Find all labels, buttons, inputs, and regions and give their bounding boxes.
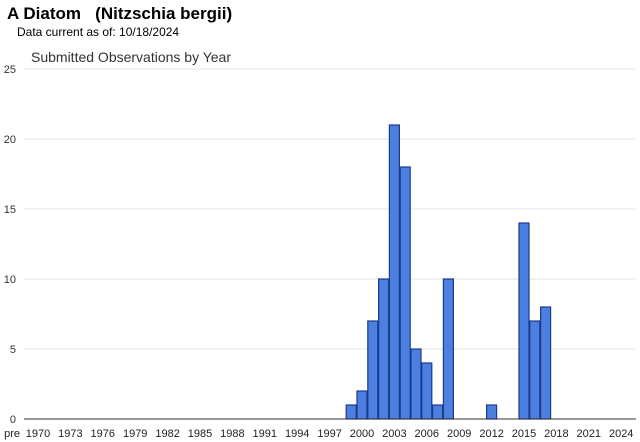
species-title: A Diatom (Nitzschia bergii): [7, 4, 233, 23]
bar-2015: [518, 222, 530, 420]
x-tick-label: 1982: [155, 428, 179, 440]
y-tick-label: 25: [4, 64, 16, 76]
x-tick-label: 2024: [609, 428, 633, 440]
x-tick-label: 1970: [26, 428, 50, 440]
x-tick-label: 1988: [220, 428, 244, 440]
x-tick-label: 1976: [91, 428, 115, 440]
bar-2005: [410, 348, 422, 420]
bar-2012: [486, 404, 498, 420]
x-tick-label: 2003: [382, 428, 406, 440]
y-tick-label: 15: [4, 204, 16, 216]
data-current-date: Data current as of: 10/18/2024: [17, 25, 180, 39]
x-tick-label: 1979: [123, 428, 147, 440]
x-tick-label: 1973: [58, 428, 82, 440]
x-tick-labels: pre 1970 1973 1976 1979 1982 1985 1988 1991 1994 1…: [4, 428, 633, 440]
x-tick-label: 1997: [317, 428, 341, 440]
x-tick-label: 1991: [253, 428, 277, 440]
y-tick-label: 5: [10, 344, 16, 356]
bar-2001: [367, 320, 379, 420]
x-tick-label: 1985: [188, 428, 212, 440]
y-tick-labels: 0 5 10 15 20 25: [4, 64, 16, 426]
x-tick-label: 2015: [512, 428, 536, 440]
x-tick-label: 2021: [577, 428, 601, 440]
y-tick-label: 20: [4, 134, 16, 146]
bar-2004: [399, 166, 411, 420]
bar-2006: [421, 362, 433, 420]
bar-2007: [432, 404, 444, 420]
x-tick-label: 2000: [350, 428, 374, 440]
bar-1999: [345, 404, 357, 420]
x-tick-label: 2012: [479, 428, 503, 440]
bar-2017: [539, 306, 552, 420]
x-tick-label: 1994: [285, 428, 309, 440]
bar-2000: [356, 390, 368, 420]
x-tick-label: 2009: [447, 428, 471, 440]
bar-2008: [442, 278, 454, 420]
y-tick-label: 0: [10, 414, 16, 426]
bar-2002: [378, 278, 390, 420]
x-tick-label: pre: [4, 428, 20, 440]
bar-2003: [388, 124, 400, 420]
bars-layer: [345, 124, 552, 420]
chart-title: Submitted Observations by Year: [31, 49, 232, 65]
grid-layer: [24, 68, 636, 350]
x-tick-label: 2018: [544, 428, 568, 440]
x-tick-label: 2006: [415, 428, 439, 440]
bar-2016: [529, 320, 541, 420]
y-tick-label: 10: [4, 274, 16, 286]
